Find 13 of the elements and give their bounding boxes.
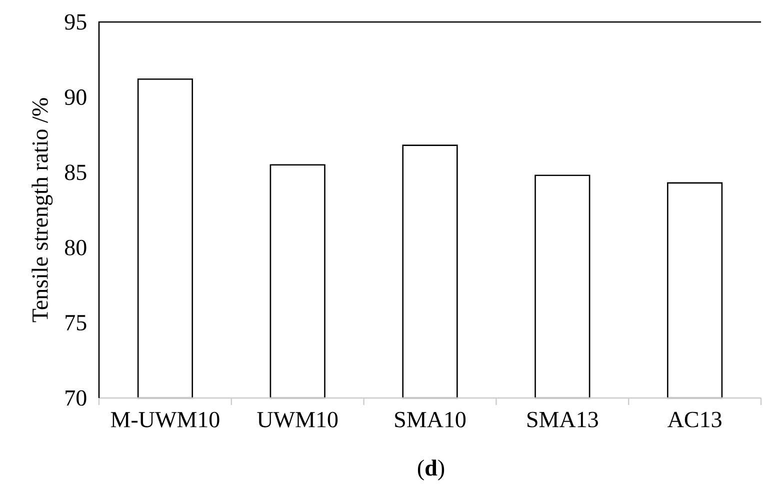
text: (d) [418,460,444,480]
x-tick-label: AC13 [668,412,722,428]
y-axis-title: Tensile strength ratio /% [32,98,53,322]
y-tick-label: 90 [64,89,86,105]
y-tick-label: 80 [65,240,86,256]
x-tick-label: SMA10 [395,412,466,428]
x-tick-label: M-UWM10 [110,412,220,428]
y-tick-label: 75 [66,315,86,330]
y-tick-label: 95 [64,14,86,30]
y-tick-label: 85 [65,164,86,180]
x-tick-label: SMA13 [528,412,598,428]
x-tick-label: UWM10 [257,412,338,428]
y-tick-label: 70 [66,390,86,406]
